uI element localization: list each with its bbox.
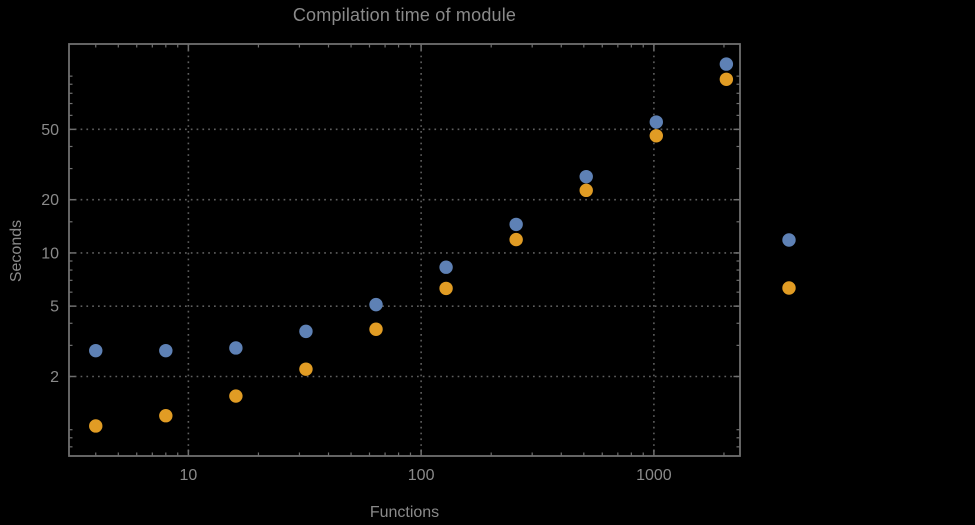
data-point-blue-512 xyxy=(579,169,593,184)
data-point-blue-4 xyxy=(89,343,103,358)
y-tick-label: 50 xyxy=(41,122,59,139)
legend-marker-blue xyxy=(782,233,796,247)
data-point-blue-1024 xyxy=(649,115,663,129)
y-axis-title: Seconds xyxy=(8,219,25,283)
plot-frame xyxy=(68,43,741,457)
data-point-orange-1024 xyxy=(649,129,663,143)
x-tick-label: 100 xyxy=(408,467,435,484)
y-tick-label: 10 xyxy=(41,245,59,262)
x-axis-title: Functions xyxy=(369,504,440,521)
data-point-blue-256 xyxy=(509,217,523,232)
data-point-orange-2048 xyxy=(719,72,734,86)
data-point-blue-16 xyxy=(229,341,243,355)
data-point-orange-256 xyxy=(509,232,523,247)
data-point-blue-64 xyxy=(369,297,383,312)
y-tick-label: 5 xyxy=(50,299,59,316)
data-point-orange-128 xyxy=(439,281,453,296)
x-tick-label: 1000 xyxy=(636,467,672,484)
data-point-orange-16 xyxy=(229,389,243,403)
data-point-blue-32 xyxy=(299,324,313,339)
data-point-blue-2048 xyxy=(719,57,734,71)
chart-title: Compilation time of module xyxy=(292,5,517,25)
data-point-blue-8 xyxy=(159,343,173,358)
data-point-blue-128 xyxy=(439,260,453,274)
data-point-orange-4 xyxy=(89,419,103,433)
legend-marker-orange xyxy=(782,281,796,295)
data-point-orange-512 xyxy=(579,183,593,198)
y-tick-label: 2 xyxy=(50,369,59,386)
x-tick-label: 10 xyxy=(179,467,197,484)
data-point-orange-32 xyxy=(299,362,313,376)
y-tick-label: 20 xyxy=(41,192,59,209)
data-point-orange-64 xyxy=(369,322,383,336)
data-point-orange-8 xyxy=(159,409,173,423)
